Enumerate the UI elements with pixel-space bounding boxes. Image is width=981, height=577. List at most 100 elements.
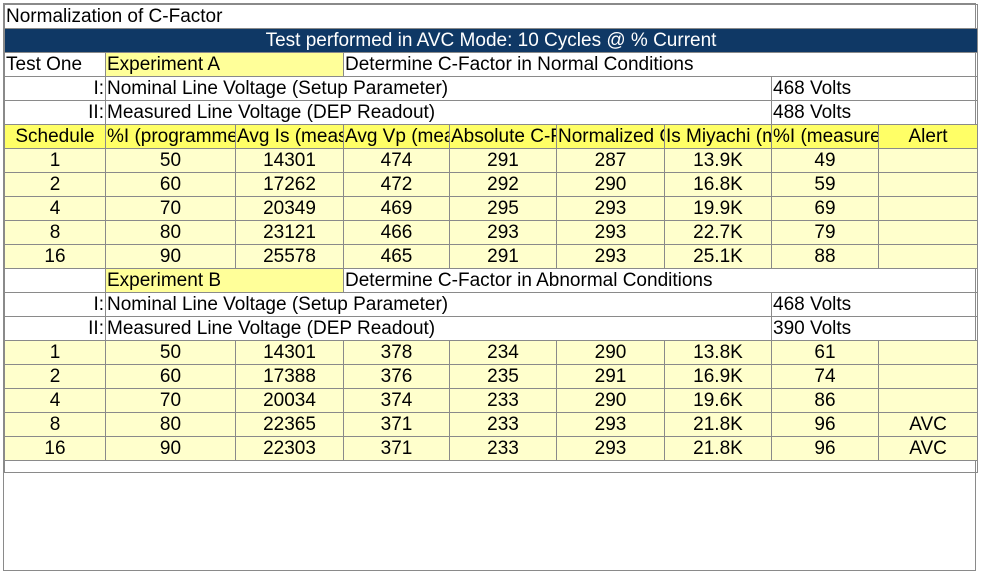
cell-avg-is: 17262 (235, 172, 344, 197)
test-banner: Test performed in AVC Mode: 10 Cycles @ … (3, 28, 979, 53)
table-row: 2 60 17262 472 292 290 16.8K 59 (4, 172, 979, 197)
param-prefix: I: (4, 76, 106, 101)
cell-absolute-cfactor: 235 (449, 364, 557, 389)
param-value: 468 Volts (770, 292, 979, 317)
cell-is-miyachi: 13.9K (664, 148, 772, 173)
cell-normalized-cfactor: 293 (556, 196, 665, 221)
param-value: 468 Volts (770, 76, 979, 101)
cell-avg-vp: 371 (343, 412, 450, 437)
cell-alert (877, 148, 979, 173)
cell-normalized-cfactor: 291 (556, 364, 665, 389)
cell-pct-programmed: 80 (105, 412, 236, 437)
experiment-b-param1-row: I: Nominal Line Voltage (Setup Parameter… (4, 292, 979, 317)
cell-avg-is: 17388 (235, 364, 344, 389)
param-value: 390 Volts (770, 316, 979, 341)
cell-is-miyachi: 25.1K (664, 244, 772, 269)
experiment-a-description: Determine C-Factor in Normal Conditions (342, 52, 979, 77)
cell-absolute-cfactor: 233 (449, 412, 557, 437)
cell-is-miyachi: 16.8K (664, 172, 772, 197)
table-row: 1 50 14301 378 234 290 13.8K 61 (4, 340, 979, 365)
cell-alert: AVC (877, 412, 979, 437)
cell-pct-measured: 61 (771, 340, 879, 365)
cell-schedule: 8 (4, 412, 106, 437)
table-row: 4 70 20034 374 233 290 19.6K 86 (4, 388, 979, 413)
cell-avg-vp: 466 (343, 220, 450, 245)
cell-schedule: 1 (4, 340, 106, 365)
cell-pct-measured: 79 (771, 220, 879, 245)
cell-pct-measured: 86 (771, 388, 879, 413)
cell-normalized-cfactor: 290 (556, 172, 665, 197)
param-label: Nominal Line Voltage (Setup Parameter) (105, 76, 772, 101)
cell-pct-programmed: 70 (105, 196, 236, 221)
cell-avg-vp: 374 (343, 388, 450, 413)
cell-is-miyachi: 13.8K (664, 340, 772, 365)
cell-absolute-cfactor: 234 (449, 340, 557, 365)
cell-pct-measured: 96 (771, 436, 879, 461)
table-row: 8 80 22365 371 233 293 21.8K 96 AVC (4, 412, 979, 437)
param-prefix: II: (4, 316, 106, 341)
cell-pct-programmed: 60 (105, 364, 236, 389)
cell-avg-vp: 376 (343, 364, 450, 389)
table-row: 16 90 25578 465 291 293 25.1K 88 (4, 244, 979, 269)
header-row: Schedule %I (programmed) Avg Is (measure… (4, 124, 979, 149)
cell-schedule: 16 (4, 436, 106, 461)
cell-avg-vp: 371 (343, 436, 450, 461)
cell-is-miyachi: 21.8K (664, 436, 772, 461)
table-row: 16 90 22303 371 233 293 21.8K 96 AVC (4, 436, 979, 461)
col-header-schedule: Schedule (4, 124, 106, 149)
cell-absolute-cfactor: 291 (449, 148, 557, 173)
page-title: Normalization of C-Factor (3, 4, 979, 29)
param-label: Measured Line Voltage (DEP Readout) (105, 100, 772, 125)
cell-avg-vp: 469 (343, 196, 450, 221)
experiment-b-description: Determine C-Factor in Abnormal Condition… (342, 268, 979, 293)
cell-avg-vp: 472 (343, 172, 450, 197)
cell-pct-programmed: 70 (105, 388, 236, 413)
experiment-a-param1-row: I: Nominal Line Voltage (Setup Parameter… (4, 76, 979, 101)
cell-alert: AVC (877, 436, 979, 461)
experiment-a-row: Test One Experiment A Determine C-Factor… (4, 52, 979, 77)
col-header-alert: Alert (877, 124, 979, 149)
cell-is-miyachi: 22.7K (664, 220, 772, 245)
cell-is-miyachi: 21.8K (664, 412, 772, 437)
cell-pct-programmed: 50 (105, 340, 236, 365)
cell-pct-measured: 59 (771, 172, 879, 197)
cell-alert (877, 196, 979, 221)
experiment-b-rows: 1 50 14301 378 234 290 13.8K 61 2 60 17388 376 235 29… (4, 340, 979, 461)
cell-is-miyachi: 16.9K (664, 364, 772, 389)
cell-schedule: 4 (4, 388, 106, 413)
cell-avg-vp: 378 (343, 340, 450, 365)
cell-absolute-cfactor: 292 (449, 172, 557, 197)
banner-row: Test performed in AVC Mode: 10 Cycles @ … (3, 28, 979, 53)
param-prefix: II: (4, 100, 106, 125)
table-row: 8 80 23121 466 293 293 22.7K 79 (4, 220, 979, 245)
col-header-avg-vp: Avg Vp (measured) (343, 124, 450, 149)
cell-schedule: 2 (4, 172, 106, 197)
test-label: Test One (4, 52, 106, 77)
cell-pct-programmed: 60 (105, 172, 236, 197)
table-row: 4 70 20349 469 295 293 19.9K 69 (4, 196, 979, 221)
blank-cell (3, 460, 979, 473)
table-row: 2 60 17388 376 235 291 16.9K 74 (4, 364, 979, 389)
cell-avg-vp: 465 (343, 244, 450, 269)
cell-alert (877, 244, 979, 269)
cell-pct-measured: 74 (771, 364, 879, 389)
param-label: Measured Line Voltage (DEP Readout) (105, 316, 772, 341)
cell-absolute-cfactor: 295 (449, 196, 557, 221)
col-header-is-miyachi: Is Miyachi (measured) (664, 124, 772, 149)
cell-absolute-cfactor: 293 (449, 220, 557, 245)
col-header-absolute-cfactor: Absolute C-Factor (measured) (449, 124, 557, 149)
cell-normalized-cfactor: 290 (556, 340, 665, 365)
cell-normalized-cfactor: 293 (556, 220, 665, 245)
cell-alert (877, 364, 979, 389)
cell-avg-is: 22303 (235, 436, 344, 461)
experiment-b-row: Experiment B Determine C-Factor in Abnor… (4, 268, 979, 293)
experiment-a-rows: 1 50 14301 474 291 287 13.9K 49 2 60 17262 472 292 29… (4, 148, 979, 269)
cell-absolute-cfactor: 233 (449, 436, 557, 461)
experiment-b-param2-row: II: Measured Line Voltage (DEP Readout) … (4, 316, 979, 341)
cell-normalized-cfactor: 293 (556, 412, 665, 437)
cell-pct-measured: 49 (771, 148, 879, 173)
cell-avg-is: 20034 (235, 388, 344, 413)
cell-normalized-cfactor: 287 (556, 148, 665, 173)
blank-row (3, 460, 979, 473)
cell-schedule: 2 (4, 364, 106, 389)
